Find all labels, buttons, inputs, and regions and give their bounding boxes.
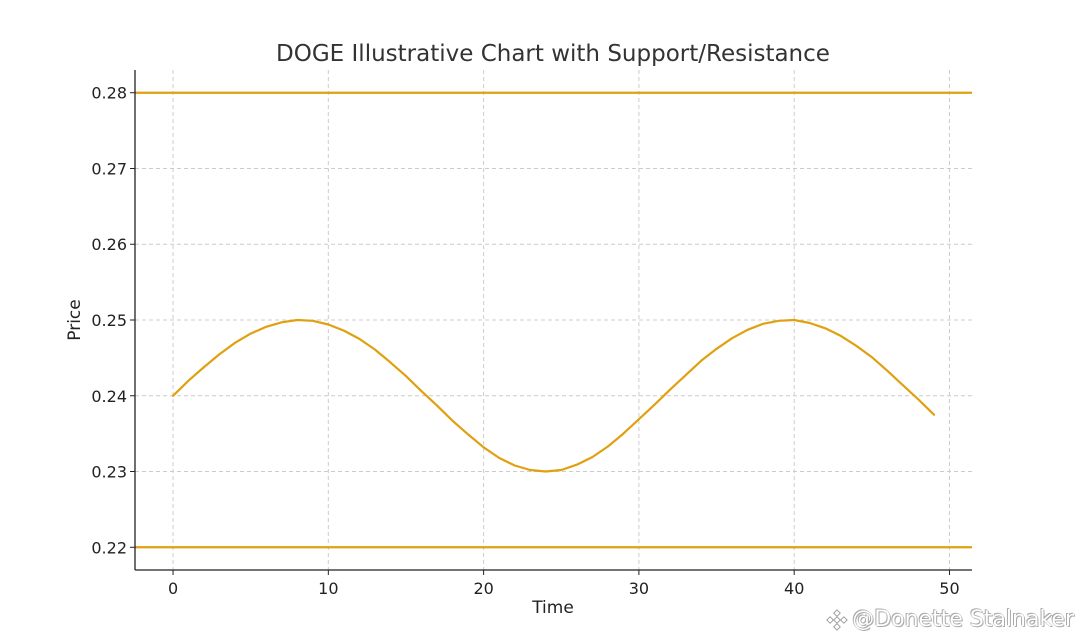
x-tick-label: 30 <box>629 579 649 598</box>
y-tick-label: 0.25 <box>91 311 127 330</box>
series-line <box>171 318 936 473</box>
y-tick-label: 0.27 <box>91 159 127 178</box>
x-tick-label: 10 <box>318 579 338 598</box>
support-resistance-lines <box>135 91 972 549</box>
x-tick-label: 0 <box>168 579 178 598</box>
axes <box>134 70 972 571</box>
binance-square-logo-icon <box>826 608 848 631</box>
y-tick-label: 0.26 <box>91 235 127 254</box>
chart-title: DOGE Illustrative Chart with Support/Res… <box>276 41 830 67</box>
x-tick-label: 50 <box>939 579 959 598</box>
price-series <box>171 318 936 473</box>
y-tick-label: 0.24 <box>91 387 127 406</box>
watermark: @Donette Stalnaker <box>826 607 1074 632</box>
y-axis-label: Price <box>65 299 85 340</box>
y-tick-label: 0.23 <box>91 463 127 482</box>
x-axis-label: Time <box>531 598 574 618</box>
watermark-text: @Donette Stalnaker <box>852 607 1074 632</box>
tick-labels: 0 10 20 30 40 50 0.22 0.23 0.24 0.25 0.26 0.27 0.28 <box>91 84 959 598</box>
x-tick-label: 20 <box>473 579 493 598</box>
y-tick-label: 0.22 <box>91 538 127 557</box>
y-tick-label: 0.28 <box>91 84 127 103</box>
grid <box>135 70 972 570</box>
x-tick-label: 40 <box>784 579 804 598</box>
